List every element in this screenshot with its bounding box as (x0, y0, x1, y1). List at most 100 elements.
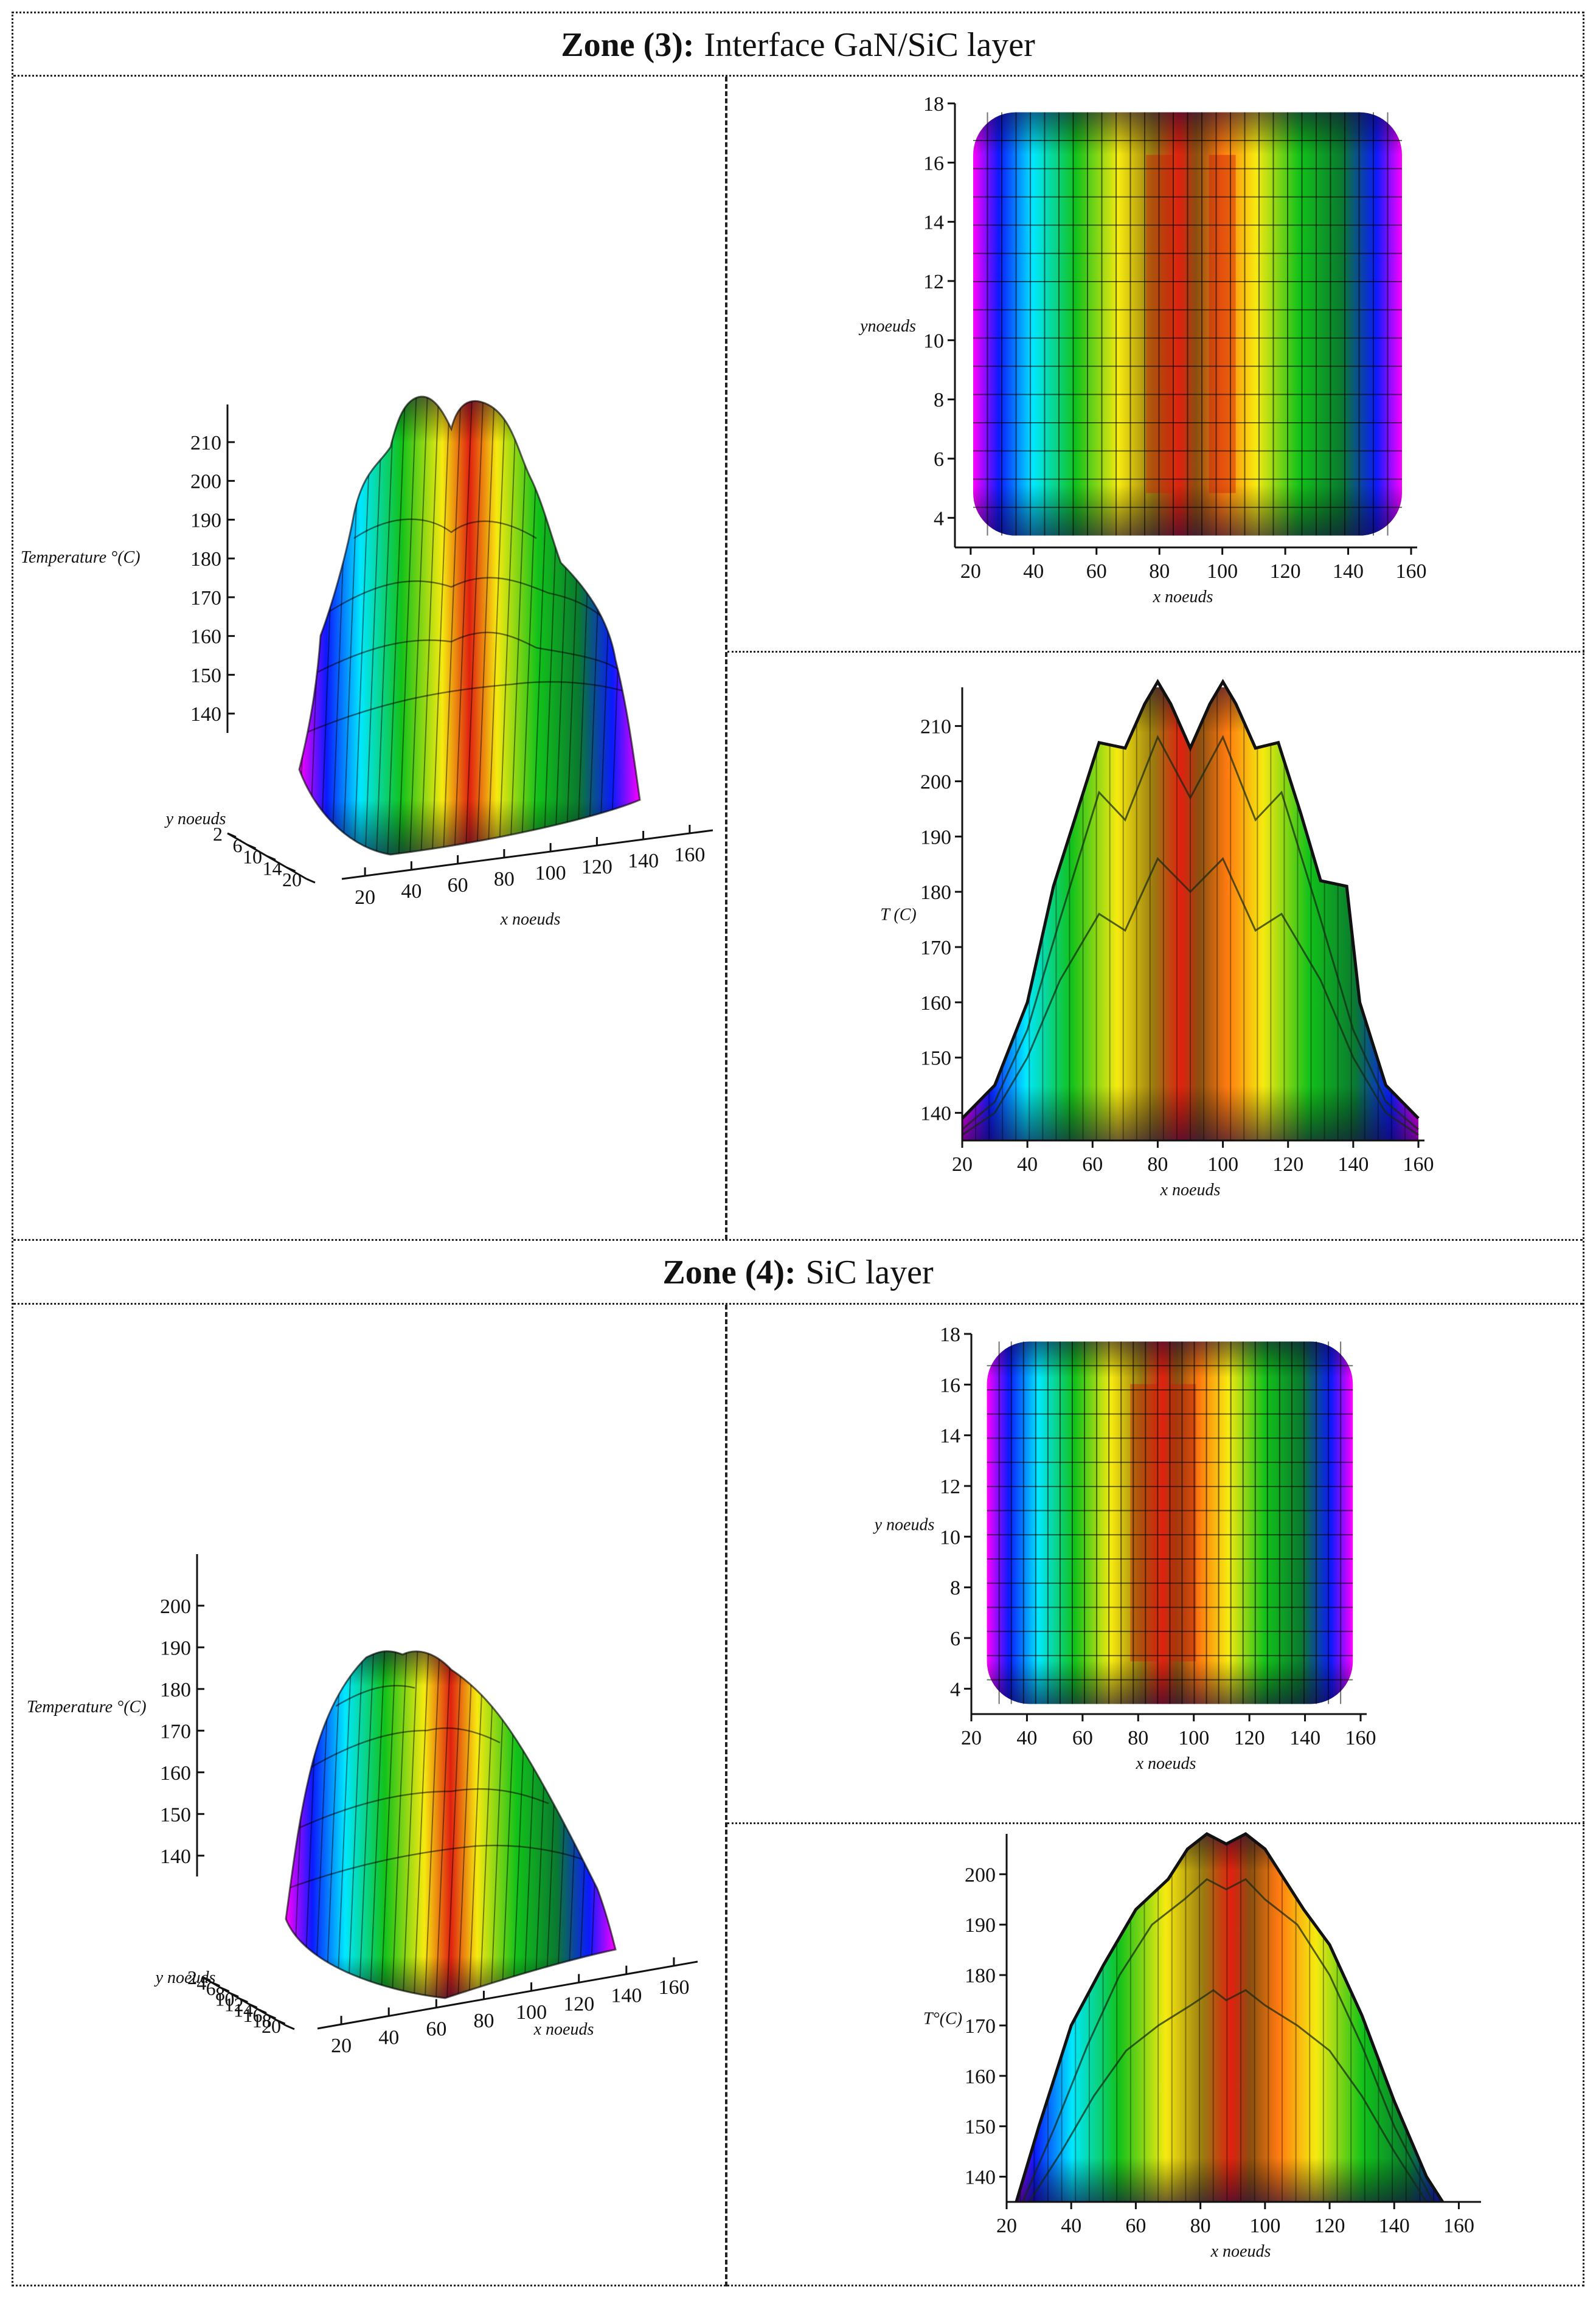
z4-top-xtick-label: 100 (1178, 1727, 1209, 1749)
z4-profile-ytick-label: 190 (965, 1914, 996, 1937)
z3-profile-xtick-label: 40 (1017, 1153, 1038, 1176)
z4-surface-ytick (220, 1987, 230, 1993)
z4-surface-mesh-line (336, 1651, 353, 1998)
z3-surface-mesh-line (387, 396, 406, 855)
z4-profile-ylabel: T°(C) (923, 2010, 962, 2029)
z4-surface-contour (335, 1685, 415, 1707)
z4-profile-xlabel: x noeuds (1210, 2242, 1271, 2261)
z3-surface-ytick-label: 6 (233, 835, 243, 856)
z4-profile-ytick-label: 150 (965, 2116, 996, 2139)
z4-surface-mesh-line (286, 1651, 298, 1998)
z3-surface-xtick-label: 20 (355, 886, 375, 909)
z4-surface-surface-shade (286, 1651, 616, 1998)
z3-surface-ztick-label: 160 (190, 626, 221, 648)
z3-top-xtick-label: 140 (1333, 560, 1364, 583)
z3-surface-xtick-label: 140 (628, 850, 659, 872)
z4-top-ytick-label: 16 (940, 1374, 960, 1397)
z3-surface-ytick (286, 866, 296, 872)
zone3-right-divider (727, 651, 1584, 653)
z4-surface-xtick-label: 140 (611, 1985, 642, 2007)
z3-profile-xtick-label: 60 (1082, 1153, 1103, 1176)
z4-surface-ytick (248, 2003, 258, 2008)
z3-surface-mesh-line (476, 396, 496, 855)
z3-surface-ztick-label: 200 (190, 471, 221, 493)
z4-surface-ytick-label: 20 (262, 2015, 281, 2037)
zone3-column-divider (725, 77, 727, 1240)
z3-surface-xlabel: x noeuds (500, 910, 561, 929)
z4-profile-ytick-label: 200 (965, 1864, 996, 1886)
z4-surface-xtick-label: 120 (563, 1993, 594, 2015)
z4-surface-mesh-line (347, 1651, 364, 1998)
zone4-header: Zone (4): SiC layer (13, 1241, 1583, 1303)
z3-surface-xtick-label: 100 (535, 862, 566, 884)
z4-profile-series-low (1028, 1989, 1428, 2203)
z4-surface-contour (286, 1844, 610, 1890)
z3-top-xlabel: x noeuds (1153, 588, 1213, 606)
z3-profile-ytick-label: 180 (920, 881, 951, 904)
z4-surface-mesh-line (358, 1651, 375, 1998)
z4-surface-ztick-label: 200 (160, 1595, 191, 1618)
zone3-header-divider (13, 75, 1583, 77)
z3-surface-surface-outline (298, 395, 641, 856)
z3-top-xtick-label: 160 (1396, 560, 1427, 583)
z3-surface-mesh-line (375, 396, 395, 855)
z4-surface-mesh-line (369, 1651, 386, 1998)
z3-profile-series-low (962, 857, 1419, 1136)
z4-profile-ytick-label: 180 (965, 1965, 996, 1987)
zone4-header-top-divider (13, 1239, 1583, 1241)
z3-top-xtick-label: 80 (1149, 560, 1170, 583)
z4-profile-xtick-label: 80 (1190, 2215, 1211, 2237)
z3-surface-mesh-line (409, 396, 429, 855)
z4-top-xtick-label: 80 (1128, 1727, 1148, 1749)
zone4-profile-plot: 140 150 160 170 180 190 200 20 40 60 80 100 120 140 16… (923, 1832, 1481, 2261)
z4-surface-ytick-label: 16 (243, 2004, 262, 2026)
z4-top-ytick-label: 18 (940, 1324, 960, 1346)
z3-profile-ytick-label: 150 (920, 1047, 951, 1070)
z4-surface-ytick (238, 1998, 248, 2003)
z4-profile-xtick-label: 120 (1314, 2215, 1345, 2237)
z3-surface-contour (317, 631, 622, 673)
z3-profile-xtick-label: 160 (1403, 1153, 1434, 1176)
z3-surface-mesh-line (420, 396, 440, 855)
z4-surface-mesh-line (424, 1651, 440, 1998)
z4-top-ytick-label: 14 (940, 1425, 960, 1448)
z3-surface-x-axis (341, 829, 713, 880)
z3-surface-ytick (266, 855, 276, 861)
z4-top-xtick-label: 20 (961, 1727, 982, 1749)
z3-profile-xlabel: x noeuds (1160, 1181, 1221, 1199)
z3-top-ytick-label: 16 (923, 152, 944, 175)
z4-surface-contour (311, 1727, 501, 1768)
zone4-header-divider (13, 1303, 1583, 1305)
z4-surface-mesh-line (457, 1651, 474, 1998)
z4-top-ytick-label: 6 (950, 1628, 960, 1650)
z4-top-ytick-label: 4 (950, 1678, 960, 1701)
z4-surface-ytick (266, 2013, 276, 2019)
z3-profile-xtick-label: 20 (952, 1153, 973, 1176)
z4-surface-xtick-label: 80 (473, 2010, 494, 2032)
z3-surface-ytick-label: 14 (263, 857, 282, 879)
z4-surface-ytick (210, 1981, 220, 1987)
z3-surface-ztick-label: 150 (190, 664, 221, 687)
z4-surface-mesh-line (271, 1645, 286, 1998)
z3-surface-ylabel: y noeuds (164, 810, 226, 828)
z4-surface-contour (299, 1788, 549, 1829)
zone4-top-view-plot: 4 6 8 10 12 14 16 18 20 40 60 80 100 120 140 160 y noeud… (873, 1324, 1376, 1773)
z4-surface-x-axis (317, 1960, 698, 2030)
z3-surface-ztick-label: 190 (190, 509, 221, 532)
z3-profile-series-max (961, 678, 1420, 1120)
z3-top-ytick-label: 8 (934, 389, 944, 412)
z4-top-xtick-label: 160 (1345, 1727, 1376, 1749)
z4-top-ylabel: y noeuds (873, 1516, 935, 1535)
zone4-column-divider (725, 1305, 727, 2286)
z3-profile-ylabel: T (C) (880, 906, 916, 925)
z4-top-xtick-label: 40 (1016, 1727, 1037, 1749)
z3-surface-xtick-label: 80 (494, 868, 515, 890)
z4-surface-mesh-line (413, 1651, 429, 1998)
z3-profile-xtick-label: 120 (1272, 1153, 1303, 1176)
z4-surface-mesh-line (402, 1651, 418, 1998)
z3-surface-mesh-line (465, 396, 485, 855)
z3-profile-ytick-label: 200 (920, 771, 951, 793)
z4-surface-xlabel: x noeuds (533, 2020, 594, 2039)
z3-surface-contour (329, 577, 610, 624)
